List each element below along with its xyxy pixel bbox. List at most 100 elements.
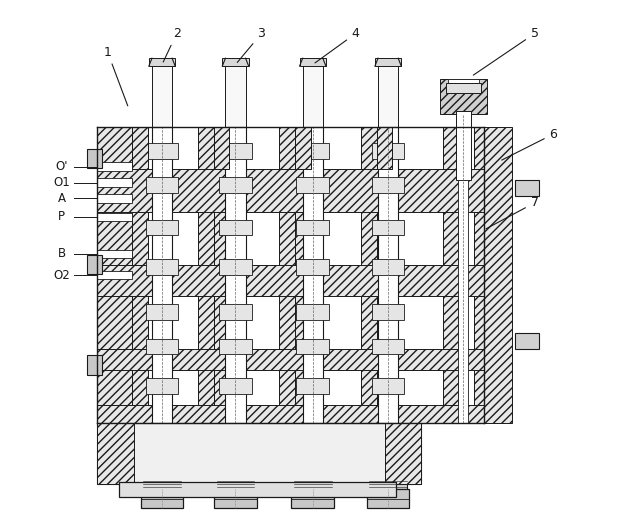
- Bar: [515, 180, 539, 196]
- Bar: [97, 264, 484, 296]
- Bar: [296, 378, 329, 394]
- Bar: [97, 349, 484, 370]
- Bar: [225, 61, 246, 127]
- Bar: [219, 220, 252, 235]
- Bar: [296, 220, 329, 235]
- Bar: [372, 259, 404, 275]
- Bar: [375, 58, 401, 66]
- Bar: [97, 213, 132, 221]
- Text: O': O': [55, 160, 68, 173]
- Bar: [300, 58, 326, 66]
- Bar: [146, 378, 178, 394]
- Bar: [219, 143, 252, 159]
- Bar: [152, 61, 172, 127]
- Bar: [217, 478, 254, 489]
- Text: 1: 1: [104, 45, 127, 106]
- Bar: [143, 478, 181, 489]
- Bar: [97, 250, 132, 258]
- Bar: [385, 423, 421, 484]
- Text: 6: 6: [502, 127, 558, 160]
- Bar: [474, 127, 512, 423]
- Bar: [296, 259, 329, 275]
- Bar: [219, 378, 252, 394]
- Bar: [97, 271, 132, 279]
- Polygon shape: [132, 127, 148, 169]
- Bar: [225, 423, 246, 479]
- Bar: [87, 355, 102, 375]
- Bar: [146, 177, 178, 193]
- Bar: [132, 127, 148, 423]
- Bar: [367, 489, 409, 508]
- Bar: [87, 149, 102, 168]
- Bar: [279, 127, 295, 423]
- Text: A: A: [58, 192, 65, 205]
- Text: B: B: [58, 248, 65, 260]
- Bar: [198, 127, 214, 423]
- Bar: [378, 423, 398, 479]
- Bar: [296, 143, 329, 159]
- Bar: [214, 127, 229, 423]
- Bar: [372, 220, 404, 235]
- Bar: [146, 259, 178, 275]
- Bar: [303, 61, 323, 127]
- Bar: [295, 127, 311, 423]
- Bar: [97, 423, 134, 484]
- Bar: [222, 58, 249, 66]
- Bar: [141, 489, 183, 508]
- Bar: [97, 423, 421, 484]
- Bar: [97, 162, 132, 171]
- Bar: [296, 304, 329, 320]
- Bar: [87, 255, 102, 274]
- Bar: [448, 79, 479, 85]
- Polygon shape: [295, 127, 311, 169]
- Bar: [377, 127, 392, 423]
- Bar: [97, 127, 132, 423]
- Bar: [214, 489, 257, 508]
- Bar: [146, 304, 178, 320]
- Text: O1: O1: [53, 176, 70, 189]
- Bar: [294, 478, 332, 489]
- Bar: [225, 127, 246, 423]
- Bar: [296, 177, 329, 193]
- Bar: [146, 220, 178, 235]
- Bar: [361, 127, 377, 423]
- Text: 5: 5: [474, 27, 539, 75]
- Bar: [219, 177, 252, 193]
- Bar: [152, 127, 172, 423]
- Bar: [296, 339, 329, 354]
- Polygon shape: [214, 127, 229, 169]
- Text: 7: 7: [486, 196, 539, 229]
- Bar: [515, 333, 539, 349]
- Bar: [303, 423, 323, 479]
- Bar: [372, 339, 404, 354]
- Bar: [152, 423, 172, 479]
- Bar: [440, 79, 487, 114]
- Bar: [372, 304, 404, 320]
- Bar: [372, 177, 404, 193]
- Bar: [219, 259, 252, 275]
- Polygon shape: [377, 127, 392, 169]
- Text: 3: 3: [237, 27, 266, 62]
- Bar: [149, 58, 175, 66]
- Bar: [146, 143, 178, 159]
- Bar: [372, 378, 404, 394]
- Text: 4: 4: [315, 27, 360, 63]
- Text: 2: 2: [163, 27, 181, 62]
- Bar: [97, 194, 132, 203]
- Bar: [146, 339, 178, 354]
- Bar: [97, 405, 484, 423]
- Bar: [97, 178, 132, 187]
- Bar: [97, 169, 484, 212]
- Bar: [369, 478, 407, 489]
- Bar: [378, 61, 398, 127]
- Bar: [291, 489, 334, 508]
- Bar: [219, 339, 252, 354]
- Bar: [443, 127, 458, 423]
- Bar: [119, 482, 396, 497]
- Bar: [372, 143, 404, 159]
- Bar: [378, 127, 398, 423]
- Bar: [219, 304, 252, 320]
- Text: P: P: [58, 211, 65, 223]
- Bar: [446, 83, 481, 93]
- Bar: [456, 111, 471, 180]
